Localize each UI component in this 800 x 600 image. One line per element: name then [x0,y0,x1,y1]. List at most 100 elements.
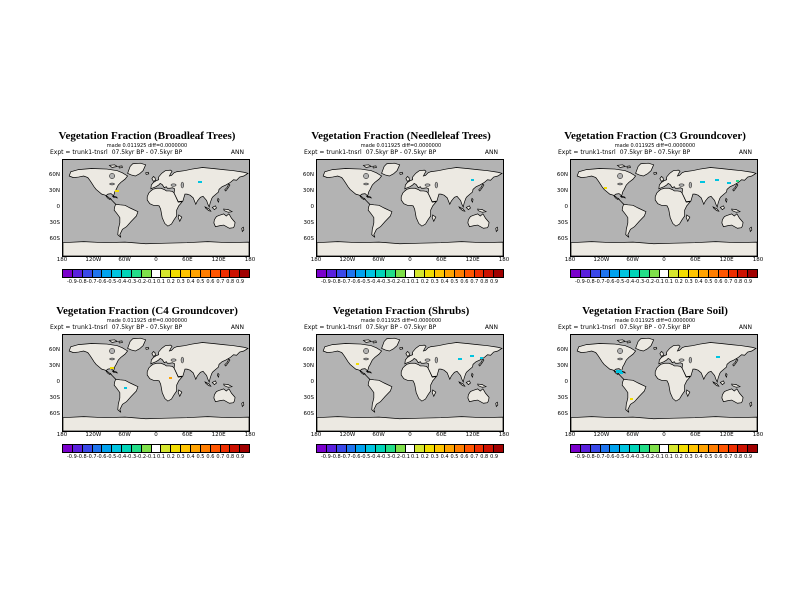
lon-tick-label: 60E [182,257,193,263]
colorbar-cell [610,270,621,277]
colorbar-tick-label: -0.3 [634,279,645,285]
colorbar-cell [669,270,680,277]
colorbar-cell [415,270,426,277]
colorbar-cell [405,445,416,452]
anomaly-speck [123,387,127,390]
colorbar-tick-label: -0.8 [584,454,595,460]
lon-tick-label: 120E [465,257,480,263]
colorbar [62,444,250,453]
colorbar-cell [82,270,93,277]
lon-tick-label: 180 [498,257,510,263]
new-guinea [478,384,486,387]
season-label: ANN [484,324,498,331]
colorbar-cell [240,445,250,452]
colorbar-tick-label: -0.5 [360,279,371,285]
anomaly-speck [114,189,119,192]
colorbar-cell [190,445,201,452]
philippines [725,373,727,377]
panel-stat-line: made 0.011925 diff=0.0000000 [360,318,442,324]
great-lakes [110,183,115,185]
colorbar-cell [72,445,83,452]
map-panel: Vegetation Fraction (Bare Soil) made 0.0… [532,305,778,460]
lon-tick-label: 180 [498,432,510,438]
eurasia [405,342,502,381]
world-map [316,334,504,432]
colorbar-cell [600,445,611,452]
australia [468,214,489,228]
colorbar-tick-label: 0.5 [196,454,205,460]
anomaly-speck [616,370,623,374]
colorbar-tick-label: 0.7 [724,454,733,460]
colorbar-cell [112,445,123,452]
baffin-island [373,166,377,168]
colorbar-tick-label: -0.2 [136,454,147,460]
colorbar-cell [200,445,211,452]
panel-meta-row: Expt = trunk1-tnsrl 07.5kyr BP - 07.5kyr… [304,149,498,157]
north-america [323,344,381,380]
lat-tick-label: 0 [310,204,315,210]
colorbar-cell [580,445,591,452]
world-map-svg [317,160,503,256]
colorbar-cell [484,445,495,452]
sumatra [205,207,211,211]
madagascar [686,215,690,221]
colorbar-tick-label: -0.1 [654,454,664,460]
panel-meta-row: Expt = trunk1-tnsrl 07.5kyr BP - 07.5kyr… [558,324,752,332]
world-map-svg [317,335,503,431]
colorbar-tick-label: 0.5 [196,279,205,285]
colorbar-tick-label: -0.4 [370,279,381,285]
antarctica [63,242,249,256]
colorbar-cell [395,445,406,452]
colorbar-tick-label: -0.2 [644,454,655,460]
lon-tick-label: 120W [85,432,102,438]
panel-stat-line: made 0.011925 diff=0.0000000 [614,143,696,149]
africa [655,188,690,226]
map-row: 60N 30N 0 30S 60S [278,334,524,432]
latitude-axis: 60N 30N 0 30S 60S [300,159,316,255]
colorbar-tick-label: 0.6 [206,454,215,460]
lon-tick-label: 0 [408,432,412,438]
lat-tick-label: 60N [556,172,568,179]
borneo [212,206,216,210]
anomaly-speck [714,179,719,182]
madagascar [432,390,436,396]
colorbar-cell [649,270,660,277]
anomaly-speck [480,357,484,360]
colorbar-cell [190,270,201,277]
japan [225,359,230,366]
colorbar-cell [679,445,690,452]
colorbar-tick-label: -0.6 [604,279,615,285]
sumatra [459,382,465,386]
caspian-sea [435,182,438,188]
colorbar-cell [72,270,83,277]
cuba [113,196,118,198]
borneo [466,381,470,385]
anomaly-speck [457,358,462,361]
colorbar-tick-label: -0.2 [136,279,147,285]
cuba [367,196,372,198]
colorbar-cell [630,445,640,452]
latitude-axis: 60N 30N 0 30S 60S [46,159,62,255]
colorbar-tick-label: 0.1 [664,454,673,460]
colorbar-cell [317,270,327,277]
baffin-island [119,166,123,168]
season-label: ANN [484,149,498,156]
panel-title: Vegetation Fraction (Broadleaf Trees) [58,130,236,142]
colorbar-cell [474,270,485,277]
greenland [382,338,400,351]
panel-meta-row: Expt = trunk1-tnsrl 07.5kyr BP - 07.5kyr… [304,324,498,332]
sumatra [459,207,465,211]
colorbar-cell [346,445,357,452]
world-map [62,159,250,257]
colorbar-cell [689,270,699,277]
period-label: 07.5kyr BP - 07.5kyr BP [619,149,691,156]
colorbar-cell [161,445,172,452]
world-map [570,334,758,432]
colorbar-tick-label: -0.5 [106,279,117,285]
colorbar-cell [326,270,337,277]
colorbar-tick-label: 0.3 [684,454,693,460]
colorbar-cell [620,270,631,277]
colorbar-tick-label: 0.7 [724,279,733,285]
colorbar-tick-label: -0.2 [390,279,401,285]
colorbar-cell [356,445,367,452]
